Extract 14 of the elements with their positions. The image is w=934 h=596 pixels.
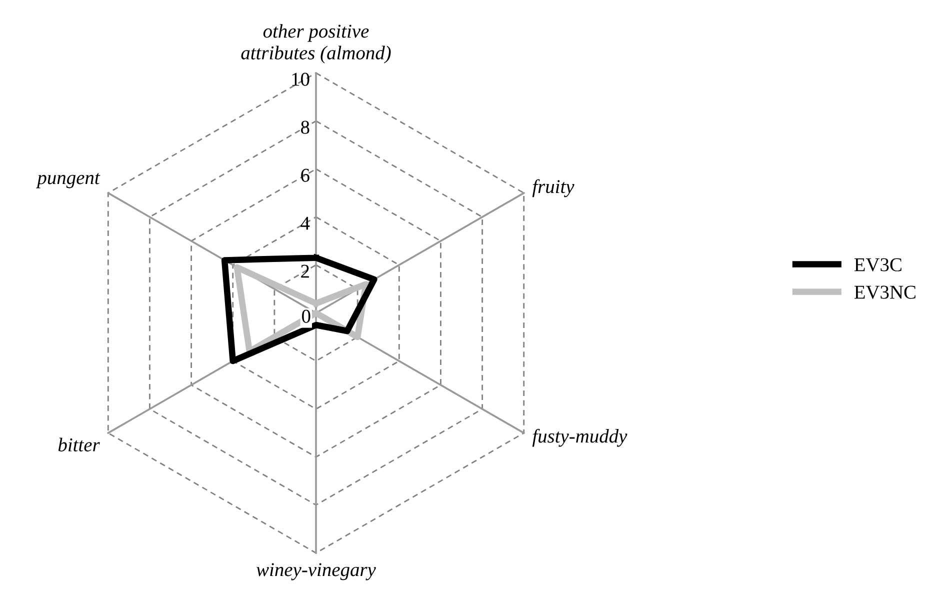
y-tick-label: 10 bbox=[292, 72, 310, 86]
legend-label: EV3NC bbox=[854, 286, 916, 299]
y-tick-label: 2 bbox=[301, 264, 309, 278]
spoke-label: winey-vinegary bbox=[256, 563, 376, 580]
legend-label: EV3C bbox=[854, 258, 902, 272]
y-tick-label: 8 bbox=[301, 120, 310, 134]
spoke-label: other positive attributes (almond) bbox=[241, 24, 391, 64]
y-tick-label: 6 bbox=[301, 168, 310, 182]
spoke-label: bitter bbox=[58, 438, 100, 452]
spoke-label: pungent bbox=[36, 173, 100, 188]
spoke-label: fruity bbox=[532, 179, 574, 198]
y-tick-label: 4 bbox=[300, 216, 310, 230]
spoke-label: fusty-muddy bbox=[532, 428, 628, 447]
y-tick-label: 0 bbox=[302, 310, 310, 323]
